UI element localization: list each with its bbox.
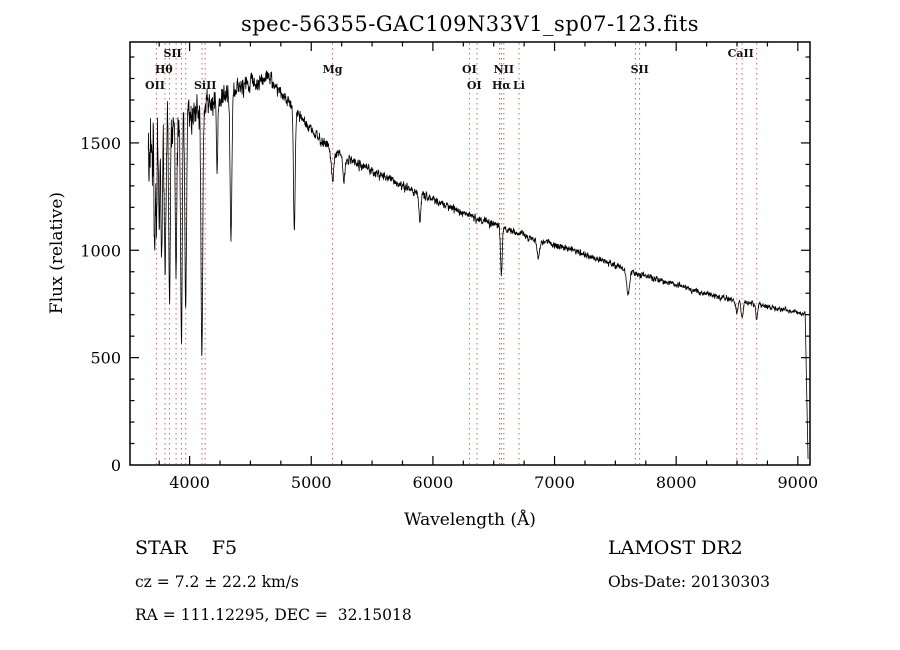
spectral-line-label: NII bbox=[494, 63, 514, 76]
y-tick-label: 500 bbox=[90, 349, 121, 368]
obs-date-text: Obs-Date: 20130303 bbox=[608, 573, 770, 591]
spectral-line-label: Hα bbox=[492, 79, 511, 92]
survey-text: LAMOST DR2 bbox=[608, 537, 743, 559]
x-tick-label: 5000 bbox=[291, 473, 332, 492]
x-tick-label: 6000 bbox=[413, 473, 454, 492]
x-axis-label: Wavelength (Å) bbox=[404, 510, 536, 530]
spectral-line-label: CaII bbox=[728, 47, 754, 60]
y-axis-label: Flux (relative) bbox=[47, 191, 67, 315]
cz-text: cz = 7.2 ± 22.2 km/s bbox=[135, 573, 299, 591]
spectral-line-label: Mg bbox=[323, 63, 343, 76]
spectrum-curve bbox=[147, 70, 809, 459]
x-tick-label: 8000 bbox=[656, 473, 697, 492]
star-class-text: STAR F5 bbox=[135, 537, 238, 559]
spectral-line-label: OII bbox=[145, 79, 165, 92]
spectral-line-label: Hθ bbox=[155, 63, 173, 76]
x-tick-label: 4000 bbox=[169, 473, 210, 492]
spectral-line-label: Li bbox=[513, 79, 525, 92]
spectral-line-label: SII bbox=[631, 63, 649, 76]
ra-dec-text: RA = 111.12295, DEC = 32.15018 bbox=[135, 606, 412, 624]
y-tick-label: 1000 bbox=[80, 241, 121, 260]
page-title: spec-56355-GAC109N33V1_sp07-123.fits bbox=[240, 12, 700, 36]
y-tick-label: 0 bbox=[111, 456, 121, 475]
spectral-line-label: SII bbox=[163, 47, 181, 60]
y-tick-label: 1500 bbox=[80, 134, 121, 153]
x-tick-label: 7000 bbox=[534, 473, 575, 492]
x-tick-label: 9000 bbox=[777, 473, 818, 492]
spectral-line-label: OI bbox=[467, 79, 482, 92]
spectral-line-label: SiII bbox=[194, 79, 216, 92]
spectral-line-label: OI bbox=[462, 63, 477, 76]
